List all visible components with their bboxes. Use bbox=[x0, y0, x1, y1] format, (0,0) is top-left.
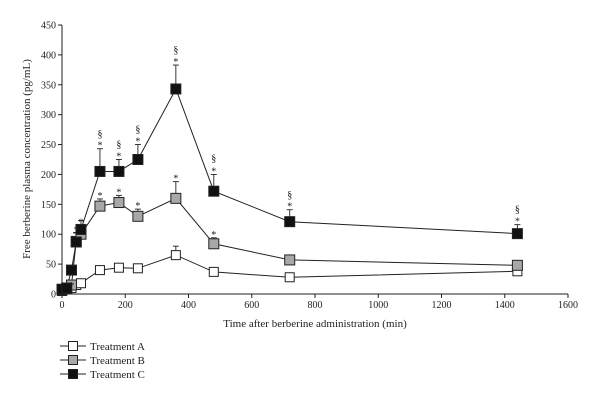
legend-marker bbox=[68, 341, 78, 351]
y-tick-label: 350 bbox=[41, 80, 56, 91]
data-point bbox=[94, 200, 106, 212]
significance-star: * bbox=[173, 57, 178, 68]
data-point bbox=[113, 197, 125, 209]
y-tick-label: 200 bbox=[41, 170, 56, 181]
data-point bbox=[284, 272, 295, 283]
x-tick-label: 1000 bbox=[368, 300, 388, 311]
data-point bbox=[61, 282, 73, 294]
y-tick-label: 450 bbox=[41, 21, 56, 32]
data-point bbox=[132, 154, 144, 165]
significance-star: * bbox=[69, 281, 74, 292]
section-mark: § bbox=[116, 140, 121, 151]
legend: Treatment A Treatment B Treatment C bbox=[60, 341, 145, 381]
section-mark: § bbox=[97, 129, 102, 140]
x-tick-label: 1400 bbox=[495, 300, 515, 311]
data-point bbox=[511, 228, 523, 240]
legend-label: Treatment B bbox=[90, 355, 145, 367]
x-tick-label: 400 bbox=[181, 300, 196, 311]
y-tick-label: 0 bbox=[51, 290, 56, 301]
data-point bbox=[511, 259, 523, 271]
x-tick-label: 0 bbox=[60, 300, 65, 311]
significance-star: * bbox=[135, 137, 140, 148]
data-point bbox=[75, 278, 86, 289]
data-point bbox=[208, 238, 220, 250]
y-tick-label: 150 bbox=[41, 200, 56, 211]
x-tick-label: 600 bbox=[244, 300, 259, 311]
data-point bbox=[70, 236, 82, 248]
y-tick-label: 50 bbox=[46, 260, 56, 271]
x-tick-label: 1600 bbox=[558, 300, 578, 311]
significance-star: * bbox=[173, 174, 178, 185]
significance-star: * bbox=[97, 141, 102, 152]
x-tick-label: 800 bbox=[308, 300, 323, 311]
data-point bbox=[65, 264, 77, 276]
data-point bbox=[208, 185, 220, 197]
significance-star: * bbox=[78, 217, 83, 228]
significance-star: * bbox=[515, 217, 520, 228]
data-point bbox=[170, 192, 182, 204]
significance-star: * bbox=[97, 191, 102, 202]
data-point bbox=[284, 216, 296, 228]
data-point bbox=[170, 83, 182, 95]
significance-star: * bbox=[74, 225, 79, 236]
y-tick-label: 300 bbox=[41, 110, 56, 121]
section-mark: § bbox=[515, 205, 520, 216]
significance-star: * bbox=[211, 166, 216, 177]
axes: 0 50 100 150 200 250 300 350 400 450 0 200 400 600 800… bbox=[41, 21, 578, 312]
significance-star: * bbox=[287, 202, 292, 213]
data-point bbox=[132, 263, 143, 274]
x-axis-label: Time after berberine administration (min… bbox=[223, 318, 407, 330]
section-mark: § bbox=[135, 125, 140, 136]
y-tick-label: 250 bbox=[41, 140, 56, 151]
section-mark: § bbox=[211, 153, 216, 164]
significance-star: * bbox=[135, 201, 140, 212]
data-point bbox=[113, 165, 125, 177]
data-point bbox=[75, 223, 87, 235]
y-tick-label: 100 bbox=[41, 230, 56, 241]
data-point bbox=[132, 210, 144, 222]
data-point bbox=[94, 165, 106, 177]
section-mark: § bbox=[173, 45, 178, 56]
significance-star: * bbox=[116, 187, 121, 198]
y-tick-label: 400 bbox=[41, 50, 56, 61]
legend-label: Treatment A bbox=[90, 341, 145, 353]
data-point bbox=[113, 262, 124, 273]
y-axis-label: Free berberine plasma concentration (pg/… bbox=[21, 59, 33, 259]
data-point bbox=[284, 254, 296, 266]
data-point bbox=[94, 265, 105, 276]
data-point bbox=[170, 250, 181, 261]
significance-star: * bbox=[116, 152, 121, 163]
significance-star: * bbox=[211, 230, 216, 241]
legend-label: Treatment C bbox=[90, 369, 145, 381]
series-markers bbox=[56, 83, 523, 297]
legend-marker bbox=[68, 369, 78, 379]
data-point bbox=[208, 266, 219, 277]
x-tick-label: 200 bbox=[118, 300, 133, 311]
x-tick-label: 1200 bbox=[432, 300, 452, 311]
section-mark: § bbox=[287, 190, 292, 201]
legend-marker bbox=[68, 355, 78, 365]
annotations: *** ************§§§§§§§ bbox=[69, 45, 520, 292]
